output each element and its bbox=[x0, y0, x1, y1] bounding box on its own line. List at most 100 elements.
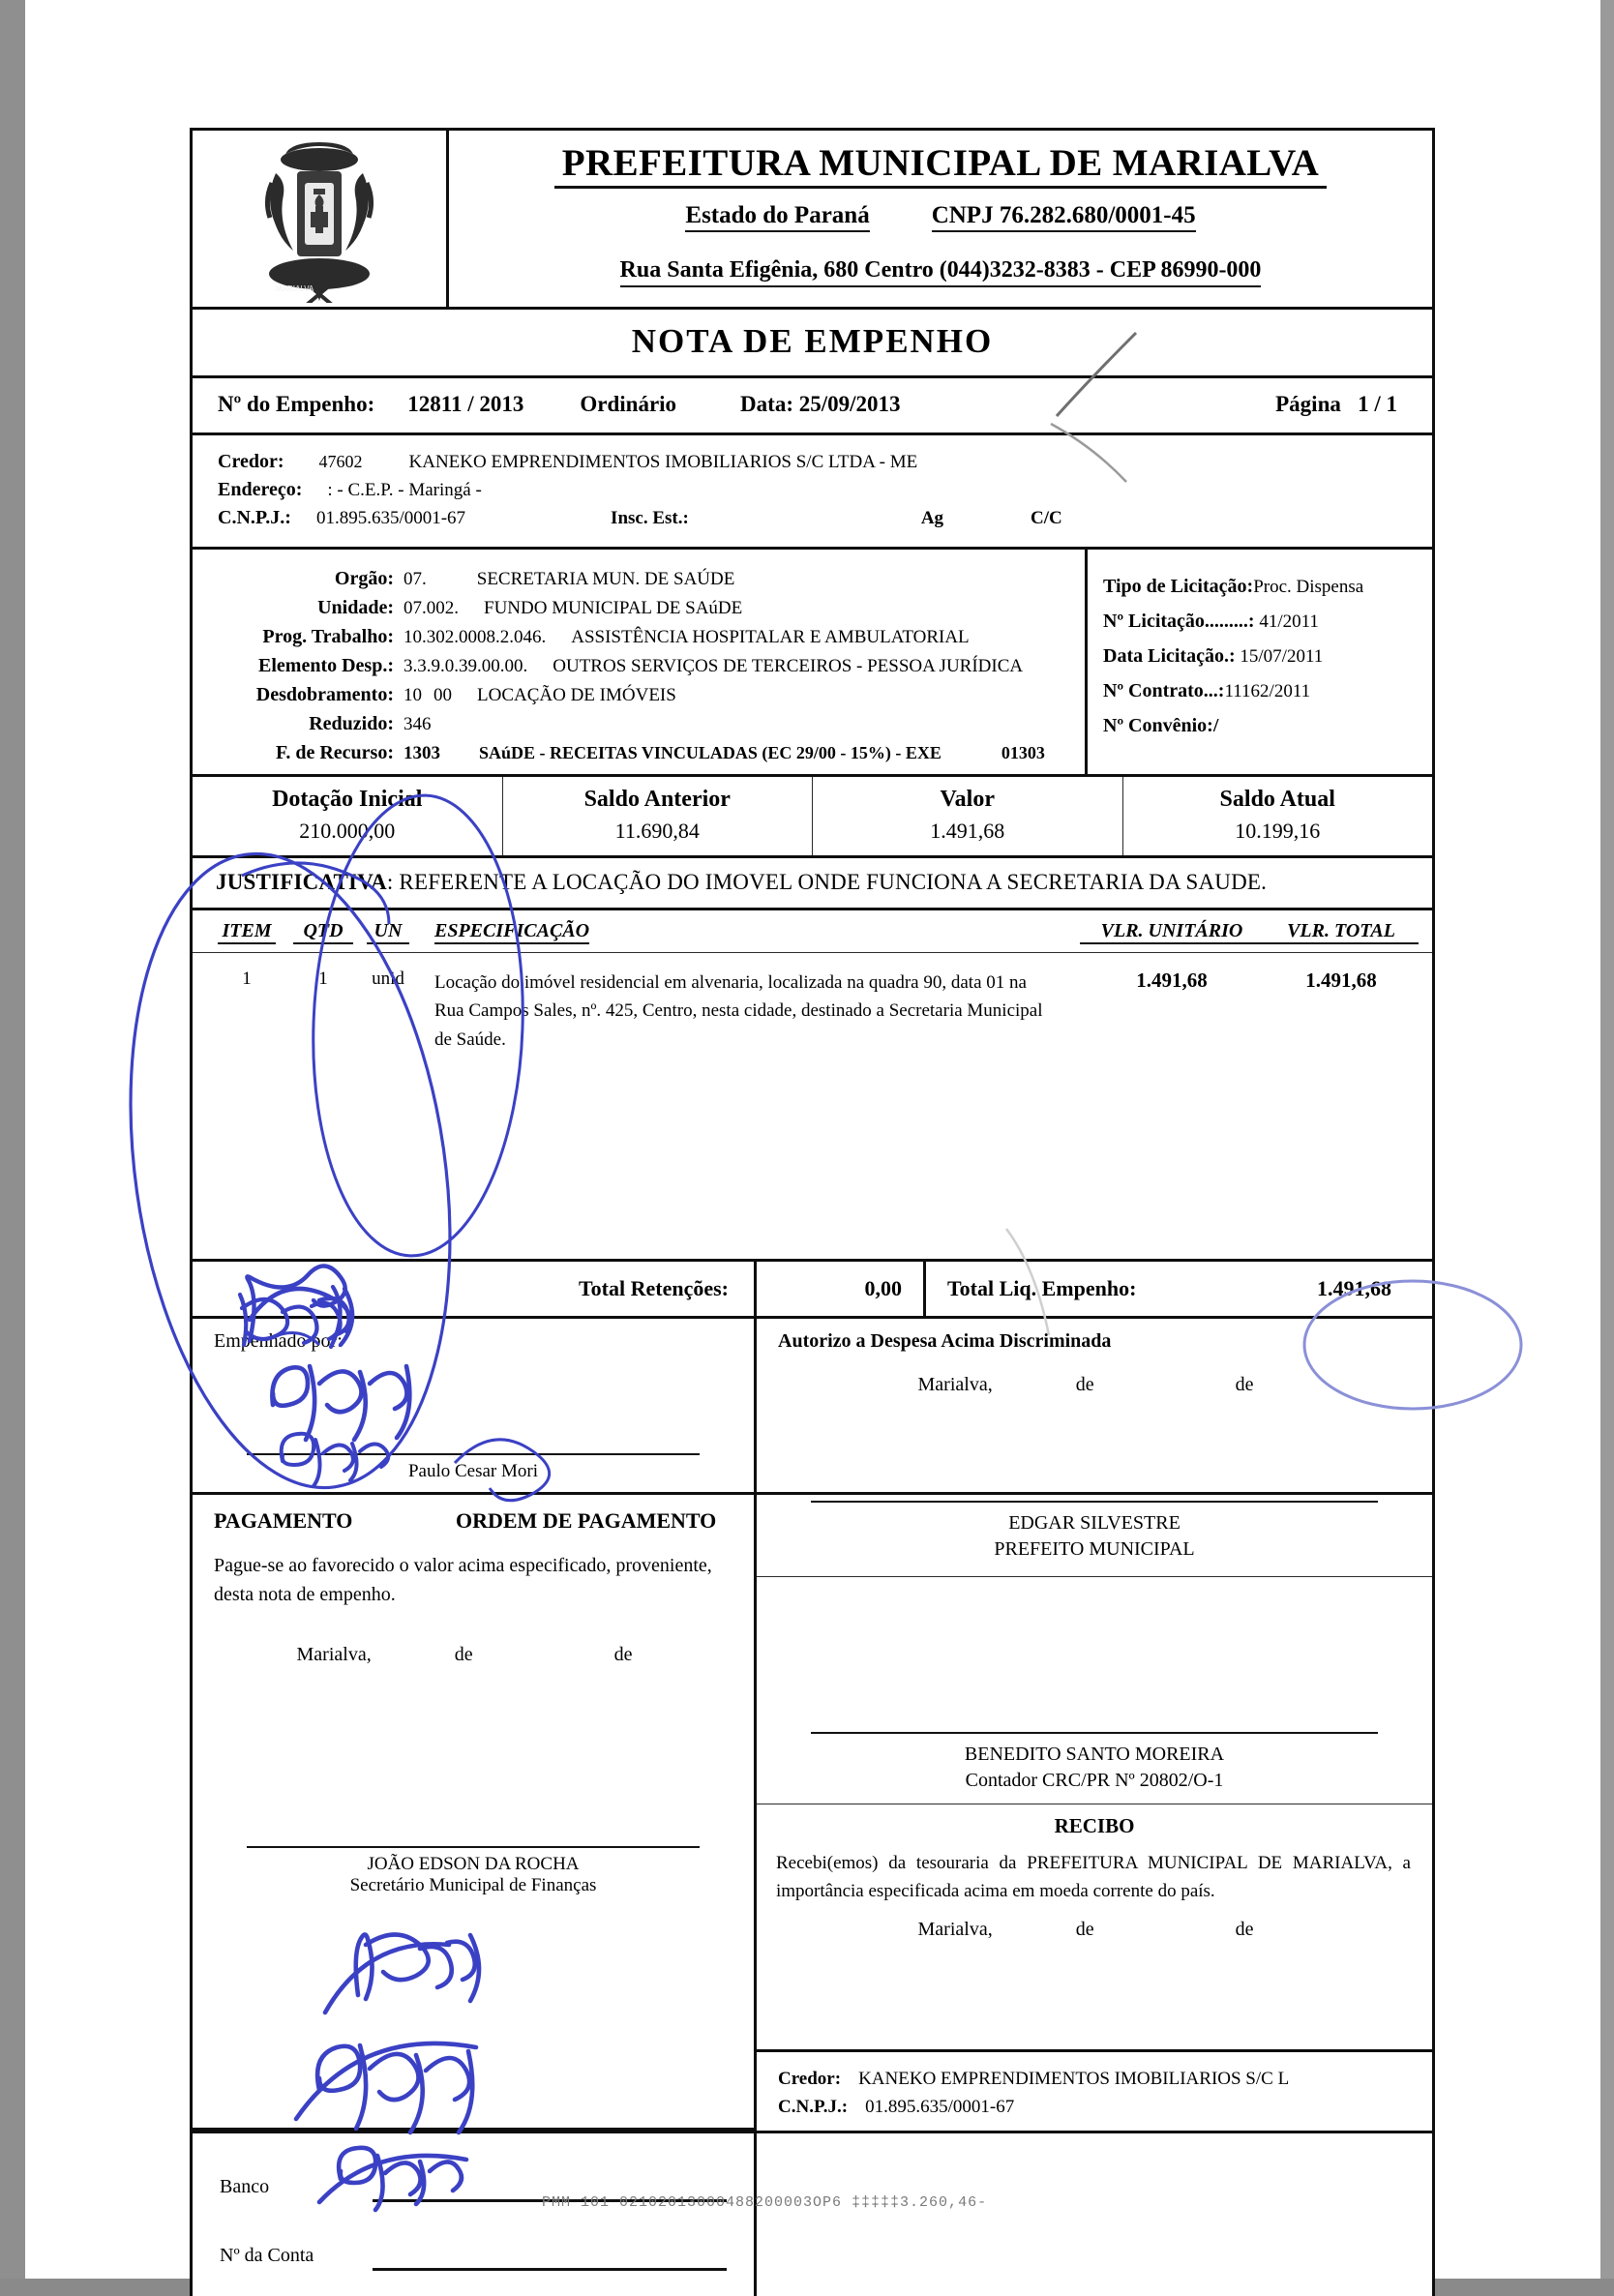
saldo-title: Valor bbox=[940, 787, 995, 812]
page-value: 1 / 1 bbox=[1358, 392, 1397, 416]
banco-right-filler bbox=[757, 2133, 1432, 2296]
unidade-descricao: FUNDO MUNICIPAL DE SAúDE bbox=[484, 598, 743, 618]
pagamento-texto: Pague-se ao favorecido o valor acima esp… bbox=[214, 1555, 712, 1605]
empenhado-por-nome: Paulo Cesar Mori bbox=[407, 1461, 539, 1481]
reduzido-valor: 346 bbox=[404, 714, 432, 734]
cell-vlr-unitario: 1.491,68 bbox=[1136, 969, 1208, 992]
prefeitura-title: PREFEITURA MUNICIPAL DE MARIALVA bbox=[553, 143, 1328, 189]
crest-cell: MARIALVA bbox=[193, 131, 449, 307]
empenho-tipo: Ordinário bbox=[580, 392, 677, 416]
svg-text:MARIALVA: MARIALVA bbox=[276, 284, 314, 293]
footer-barcode-text: PMM 101 02102013000488200003OP6 ‡‡‡‡‡3.2… bbox=[542, 2194, 988, 2211]
assinatura-superior-row: Empenhado por: Paulo Cesar Mori Autorizo… bbox=[193, 1319, 1432, 1495]
num-licitacao-row: Nº Licitação.........: 41/2011 bbox=[1103, 611, 1432, 633]
col-header-item: ITEM bbox=[218, 920, 276, 944]
desdobramento-row: Desdobramento: 10 00 LOCAÇÃO DE IMÓVEIS bbox=[193, 684, 1085, 706]
saldo-cell-saldo-anterior: Saldo Anterior 11.690,84 bbox=[503, 777, 813, 855]
fonte-recurso-descricao: SAúDE - RECEITAS VINCULADAS (EC 29/00 - … bbox=[479, 743, 942, 762]
banco-block: Banco Nº da Conta Nº do Cheque bbox=[193, 2133, 757, 2296]
banco-fields: Banco Nº da Conta Nº do Cheque bbox=[193, 2161, 754, 2296]
prefeito-nome: EDGAR SILVESTRE bbox=[1008, 1512, 1181, 1534]
pagamento-titulo-dir: ORDEM DE PAGAMENTO bbox=[456, 1508, 717, 1533]
recibo-divider bbox=[757, 2049, 1432, 2052]
licitacao-panel: Tipo de Licitação:Proc. Dispensa Nº Lici… bbox=[1085, 550, 1432, 774]
cnpj-prefeitura: CNPJ 76.282.680/0001-45 bbox=[931, 202, 1196, 232]
fonte-recurso-codigo2: 01303 bbox=[1001, 743, 1045, 762]
prog-trabalho-label: Prog. Trabalho: bbox=[262, 626, 394, 647]
header-address-row: Rua Santa Efigênia, 680 Centro (044)3232… bbox=[466, 232, 1415, 287]
cnpj-value: 01.895.635/0001-67 bbox=[315, 508, 466, 528]
recibo-cnpj-label: C.N.P.J.: bbox=[778, 2097, 849, 2117]
secretario-cargo: Secretário Municipal de Finanças bbox=[349, 1875, 597, 1895]
prefeito-contador-column: EDGAR SILVESTRE PREFEITO MUNICIPAL BENED… bbox=[757, 1495, 1432, 2131]
desdobramento-codigo: 10 bbox=[404, 685, 422, 705]
col-header-un: UN bbox=[367, 920, 409, 944]
cell-qtd: 1 bbox=[318, 969, 328, 989]
tipo-licitacao-value: Proc. Dispensa bbox=[1253, 577, 1364, 597]
recibo-credor-label: Credor: bbox=[778, 2069, 842, 2089]
saldo-title: Saldo Anterior bbox=[583, 787, 731, 812]
recibo-block: RECIBO Recebi(emos) da tesouraria da PRE… bbox=[757, 1804, 1432, 2131]
data-licitacao-value: 15/07/2011 bbox=[1240, 646, 1324, 667]
recibo-local: Marialva, bbox=[917, 1919, 993, 1940]
desdobramento-descricao: LOCAÇÃO DE IMÓVEIS bbox=[477, 685, 676, 705]
recibo-cnpj-value: 01.895.635/0001-67 bbox=[865, 2097, 1015, 2117]
total-retencoes-value: 0,00 bbox=[757, 1262, 926, 1316]
cell-item: 1 bbox=[242, 969, 252, 989]
orgao-row: Orgão: 07. SECRETARIA MUN. DE SAÚDE bbox=[193, 568, 1085, 590]
col-header-vlr-total: VLR. TOTAL bbox=[1264, 920, 1419, 944]
empenho-number-label: Nº do Empenho: bbox=[218, 392, 375, 416]
recibo-credor-bloco: Credor: KANEKO EMPRENDIMENTOS IMOBILIARI… bbox=[757, 2052, 1432, 2131]
saldo-cell-valor: Valor 1.491,68 bbox=[813, 777, 1123, 855]
signature-line bbox=[811, 1501, 1378, 1503]
credor-block: Credor: 47602 KANEKO EMPRENDIMENTOS IMOB… bbox=[193, 435, 1432, 550]
justificativa-texto: : REFERENTE A LOCAÇÃO DO IMOVEL ONDE FUN… bbox=[386, 870, 1268, 894]
saldo-value: 210.000,00 bbox=[299, 819, 396, 843]
empenho-summary-row: Nº do Empenho: 12811 / 2013 Ordinário Da… bbox=[193, 378, 1432, 435]
recibo-data-line: Marialva, de de bbox=[757, 1905, 1432, 1941]
empenhado-por-block: Empenhado por: Paulo Cesar Mori bbox=[193, 1319, 757, 1492]
justificativa-row: JUSTIFICATIVA: REFERENTE A LOCAÇÃO DO IM… bbox=[193, 858, 1432, 910]
document-header: MARIALVA PREFEITURA MUNICIPAL DE MARIALV… bbox=[193, 131, 1432, 310]
tipo-licitacao-row: Tipo de Licitação:Proc. Dispensa bbox=[1103, 576, 1432, 598]
credor-line: Credor: 47602 KANEKO EMPRENDIMENTOS IMOB… bbox=[218, 451, 1432, 473]
banco-label: Banco bbox=[220, 2176, 270, 2197]
cell-especificacao: Locação do imóvel residencial em alvenar… bbox=[434, 972, 1043, 1050]
contador-bloco: BENEDITO SANTO MOREIRA Contador CRC/PR N… bbox=[757, 1734, 1432, 1804]
convenio-row: Nº Convênio:/ bbox=[1103, 715, 1432, 737]
pagamento-de1: de bbox=[454, 1644, 473, 1665]
pagamento-block: PAGAMENTO ORDEM DE PAGAMENTO Pague-se ao… bbox=[193, 1495, 757, 2131]
coat-of-arms-icon: MARIALVA bbox=[264, 142, 374, 303]
banco-input[interactable] bbox=[373, 2161, 727, 2202]
classificacao-orcamentaria: Orgão: 07. SECRETARIA MUN. DE SAÚDE Unid… bbox=[193, 550, 1085, 774]
prefeito-bloco: EDGAR SILVESTRE PREFEITO MUNICIPAL bbox=[757, 1503, 1432, 1576]
fonte-recurso-label: F. de Recurso: bbox=[275, 742, 394, 763]
signature-line bbox=[247, 1846, 700, 1848]
endereco-label: Endereço: bbox=[218, 479, 303, 500]
total-retencoes-label: Total Retenções: bbox=[579, 1276, 729, 1300]
cnpj-label: C.N.P.J.: bbox=[218, 507, 291, 528]
desdobramento-codigo2: 00 bbox=[433, 685, 452, 705]
cell-un: unid bbox=[372, 969, 404, 989]
fonte-recurso-codigo: 1303 bbox=[404, 743, 440, 763]
data-licitacao-row: Data Licitação.: 15/07/2011 bbox=[1103, 645, 1432, 668]
saldo-cell-dotacao-inicial: Dotação Inicial 210.000,00 bbox=[193, 777, 503, 855]
conta-input[interactable] bbox=[373, 2229, 727, 2271]
tipo-licitacao-label: Tipo de Licitação: bbox=[1103, 576, 1254, 597]
cell-vlr-total: 1.491,68 bbox=[1305, 969, 1377, 992]
saldo-value: 10.199,16 bbox=[1235, 819, 1321, 843]
fonte-recurso-row: F. de Recurso: 1303 SAúDE - RECEITAS VIN… bbox=[193, 742, 1085, 764]
scan-edge-right bbox=[1600, 0, 1614, 2296]
pagamento-headings: PAGAMENTO ORDEM DE PAGAMENTO bbox=[193, 1495, 754, 1534]
contador-nome: BENEDITO SANTO MOREIRA bbox=[964, 1744, 1225, 1765]
itens-table-header: ITEM QTD UN ESPECIFICAÇÃO VLR. UNITÁRIO … bbox=[193, 910, 1432, 953]
empenho-data: Data: 25/09/2013 bbox=[740, 392, 901, 416]
saldo-value: 11.690,84 bbox=[614, 819, 700, 843]
endereco-line: Endereço: : - C.E.P. - Maringá - bbox=[218, 479, 1432, 501]
contador-block: BENEDITO SANTO MOREIRA Contador CRC/PR N… bbox=[757, 1577, 1432, 1804]
recibo-titulo: RECIBO bbox=[1054, 1814, 1135, 1837]
credor-nome: KANEKO EMPRENDIMENTOS IMOBILIARIOS S/C L… bbox=[408, 452, 918, 472]
total-liquido-value: 1.491,68 bbox=[1317, 1276, 1391, 1300]
col-header-qtd: QTD bbox=[293, 920, 353, 944]
num-licitacao-label: Nº Licitação.........: bbox=[1103, 611, 1255, 632]
